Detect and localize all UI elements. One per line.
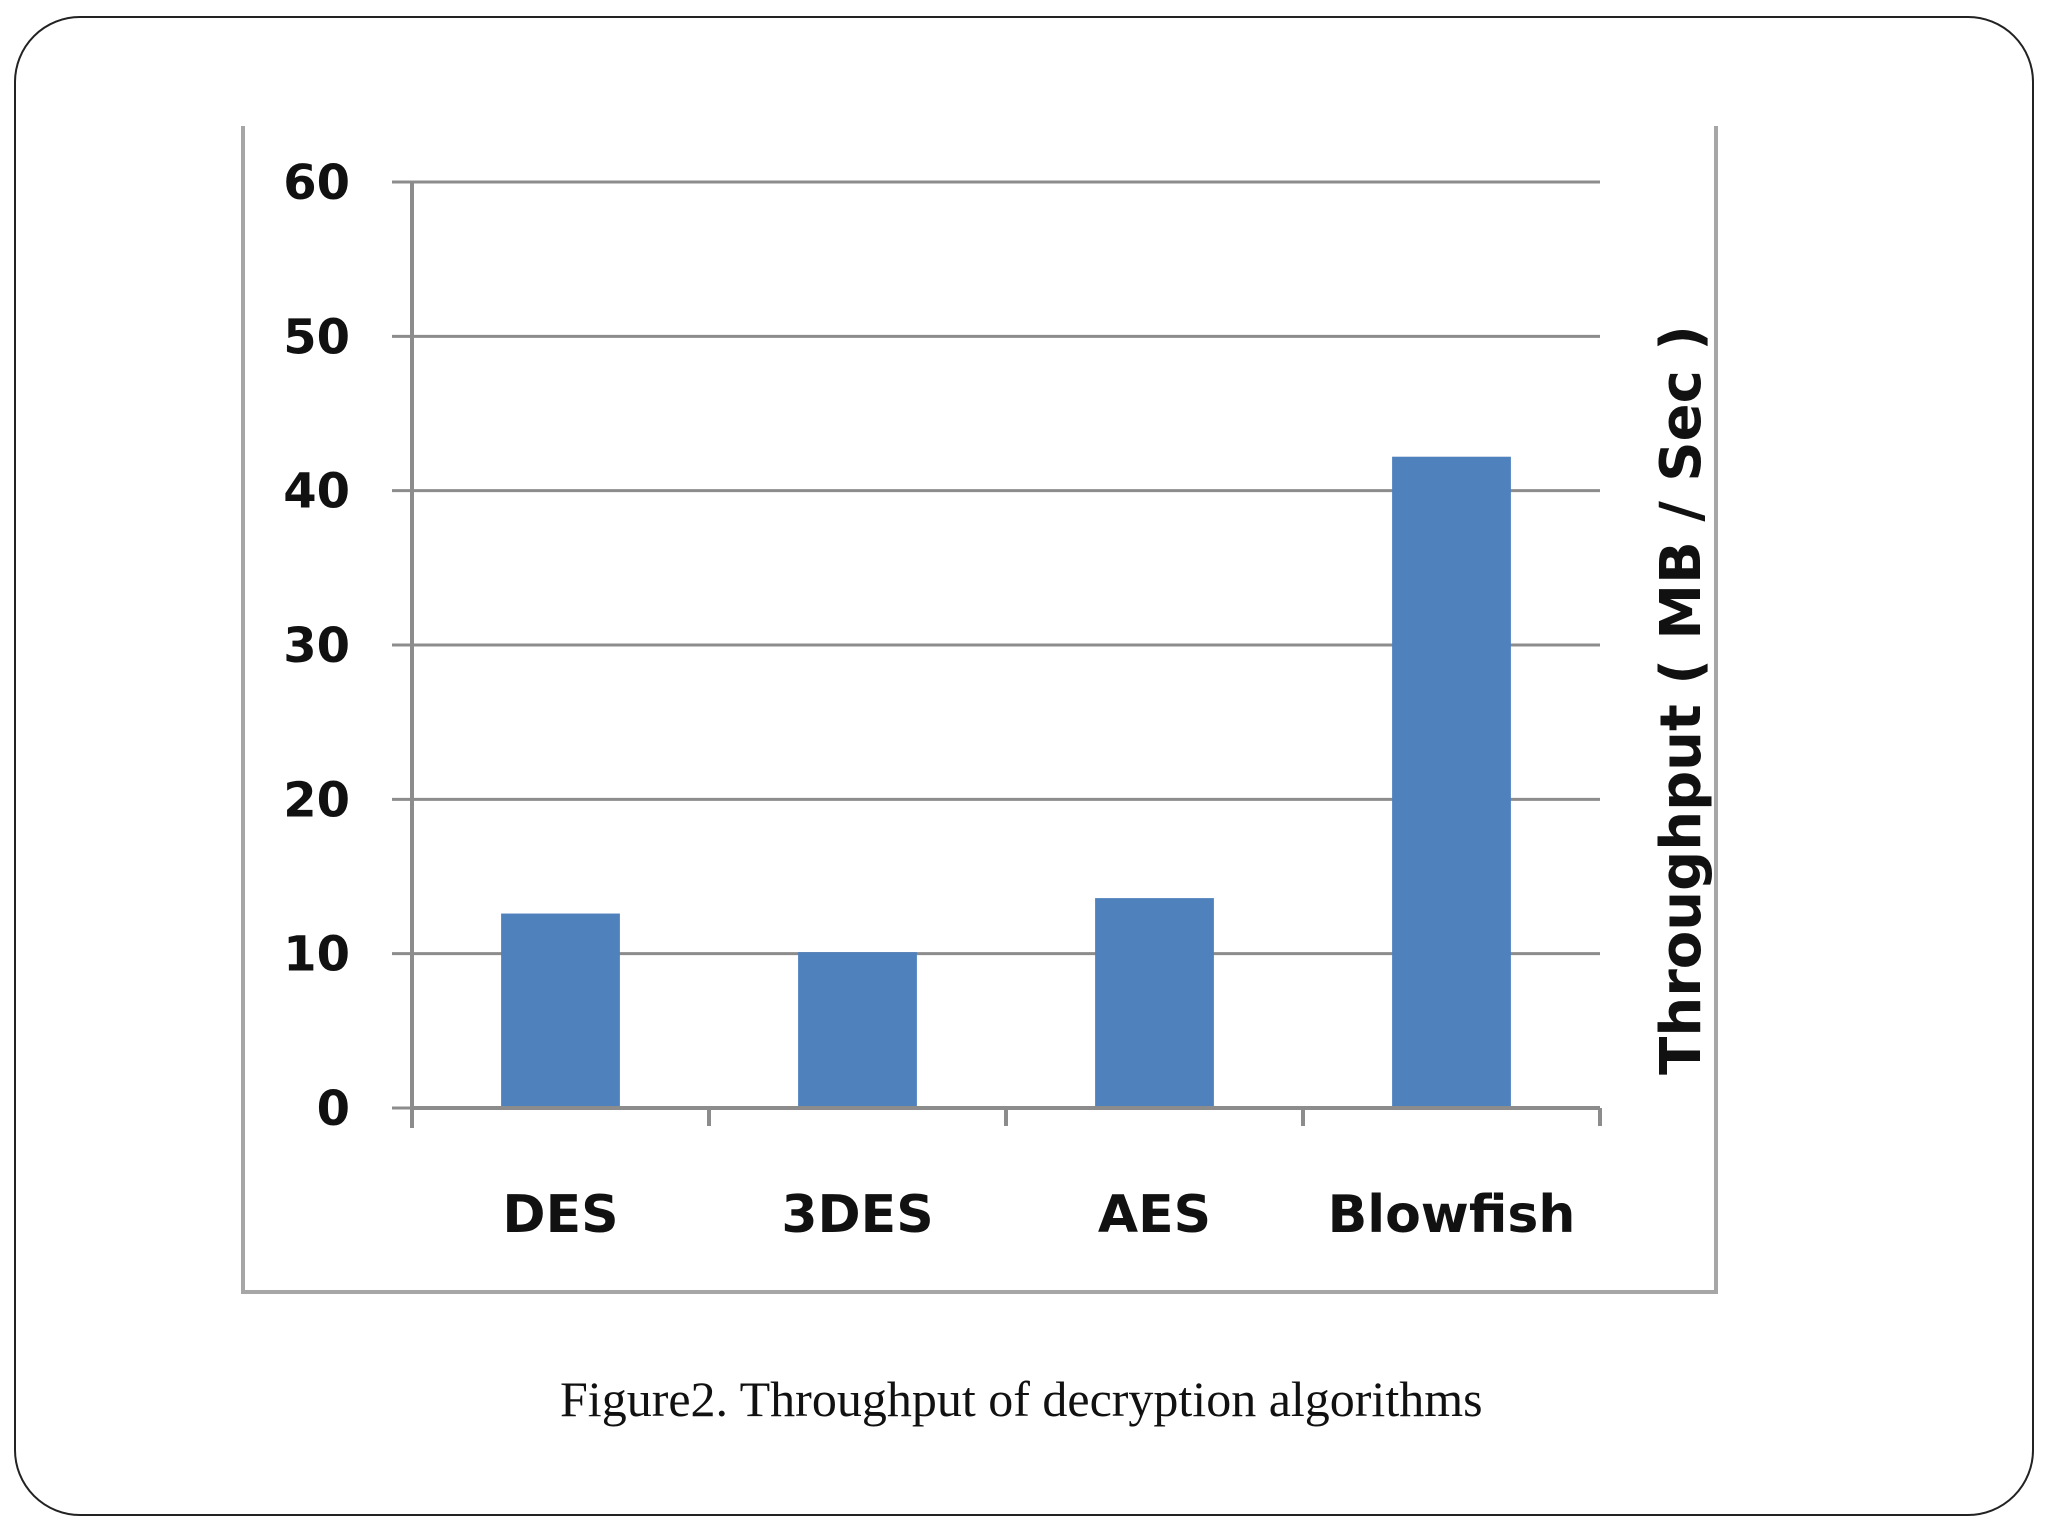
bar-aes bbox=[1095, 898, 1214, 1108]
y-tick-label: 30 bbox=[283, 618, 350, 674]
x-tick-label-3des: 3DES bbox=[781, 1185, 933, 1245]
bar-des bbox=[501, 913, 620, 1108]
y-tick-label: 0 bbox=[317, 1081, 350, 1137]
x-tick-label-des: DES bbox=[502, 1185, 618, 1245]
bars bbox=[501, 456, 1511, 1108]
y-tick-label: 50 bbox=[283, 309, 350, 365]
y-tick-labels: 0 10 20 30 40 50 60 bbox=[283, 155, 350, 1137]
y-tick-label: 10 bbox=[283, 927, 350, 983]
chart-frame bbox=[241, 126, 1718, 1294]
x-tick-label-aes: AES bbox=[1098, 1185, 1211, 1245]
figure-caption: Figure2. Throughput of decryption algori… bbox=[560, 1371, 1483, 1427]
y-axis-title: Throughput ( MB / Sec ) bbox=[1649, 325, 1714, 1075]
y-tick-label: 20 bbox=[283, 772, 350, 828]
axes bbox=[410, 182, 1602, 1128]
y-tick-label: 60 bbox=[283, 155, 350, 211]
bar-blowfish bbox=[1392, 456, 1511, 1108]
slide-frame bbox=[14, 16, 2034, 1516]
y-tick-label: 40 bbox=[283, 464, 350, 520]
bar-3des bbox=[798, 952, 917, 1108]
x-tick-labels: DES 3DES AES Blowfish bbox=[502, 1185, 1575, 1245]
x-tick-label-blowfish: Blowfish bbox=[1328, 1185, 1576, 1245]
